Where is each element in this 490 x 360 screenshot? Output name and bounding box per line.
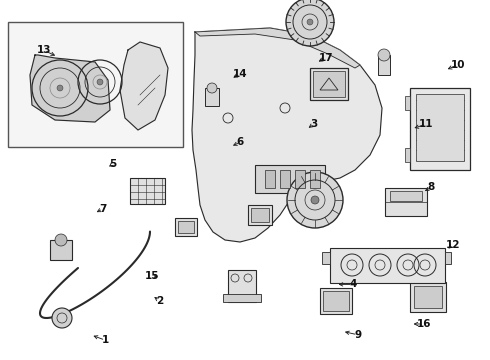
Bar — [310, 68, 348, 100]
Circle shape — [311, 196, 319, 204]
Polygon shape — [195, 28, 360, 68]
Text: 10: 10 — [451, 60, 465, 70]
Bar — [223, 294, 261, 302]
Bar — [414, 286, 442, 308]
Bar — [310, 170, 320, 188]
Circle shape — [97, 79, 103, 85]
Bar — [405, 96, 410, 110]
Bar — [330, 248, 445, 283]
Circle shape — [55, 234, 67, 246]
Bar — [228, 270, 256, 302]
Bar — [320, 288, 352, 314]
Text: 8: 8 — [428, 182, 435, 192]
Polygon shape — [30, 55, 110, 122]
Circle shape — [52, 308, 72, 328]
Text: 9: 9 — [354, 330, 361, 340]
Bar — [255, 165, 325, 193]
Bar — [251, 208, 269, 222]
Text: 13: 13 — [37, 45, 51, 55]
Circle shape — [286, 0, 334, 46]
Bar — [445, 252, 451, 264]
Bar — [405, 148, 410, 162]
Text: 12: 12 — [446, 240, 461, 250]
Bar — [385, 188, 427, 216]
Bar — [322, 252, 330, 264]
Circle shape — [307, 19, 313, 25]
Text: 2: 2 — [156, 296, 163, 306]
Bar — [313, 71, 345, 97]
Polygon shape — [192, 28, 382, 242]
Text: 15: 15 — [145, 271, 159, 282]
Circle shape — [57, 85, 63, 91]
Bar — [280, 170, 290, 188]
Bar — [410, 282, 446, 312]
Bar — [175, 218, 197, 236]
Bar — [378, 55, 390, 75]
Text: 5: 5 — [109, 159, 116, 169]
Bar — [130, 178, 165, 204]
Text: 11: 11 — [419, 119, 434, 129]
Text: 4: 4 — [349, 279, 357, 289]
Bar — [295, 170, 305, 188]
Text: 16: 16 — [416, 319, 431, 329]
Text: 17: 17 — [318, 53, 333, 63]
Bar — [178, 221, 194, 233]
Circle shape — [287, 172, 343, 228]
Bar — [248, 205, 272, 225]
Circle shape — [207, 83, 217, 93]
Bar — [50, 240, 72, 260]
Circle shape — [378, 49, 390, 61]
Polygon shape — [120, 42, 168, 130]
Text: 6: 6 — [237, 137, 244, 147]
Text: 7: 7 — [99, 204, 107, 214]
Bar — [205, 88, 219, 106]
Text: 14: 14 — [233, 69, 247, 79]
Bar — [8, 22, 183, 147]
Text: 3: 3 — [310, 119, 317, 129]
Bar — [323, 291, 349, 311]
Bar — [265, 170, 275, 188]
Bar — [390, 191, 422, 201]
Bar — [416, 94, 464, 161]
Text: 1: 1 — [102, 335, 109, 345]
Bar — [410, 88, 470, 170]
